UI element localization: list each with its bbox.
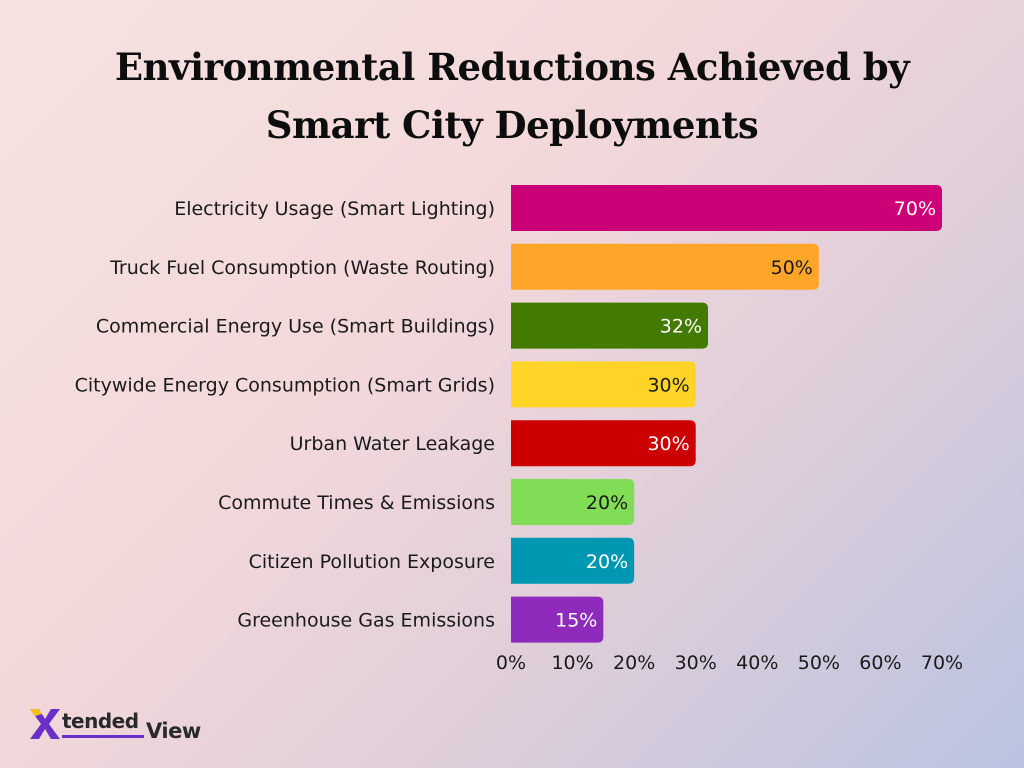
x-tick-label-1: 10% (551, 652, 593, 674)
value-label-7: 15% (555, 610, 597, 632)
category-label-2: Commercial Energy Use (Smart Buildings) (96, 316, 495, 338)
bar-0 (511, 185, 942, 231)
bar-1 (511, 243, 819, 290)
bar-5 (511, 479, 635, 525)
x-logo-icon (30, 709, 60, 739)
value-label-6: 20% (586, 551, 628, 573)
value-label-0: 70% (894, 198, 936, 220)
bar-3 (511, 361, 696, 408)
category-labels-group: Electricity Usage (Smart Lighting) Truck … (75, 198, 495, 632)
value-label-2: 32% (660, 316, 702, 338)
category-label-5: Commute Times & Emissions (218, 492, 495, 514)
x-tick-label-0: 0% (496, 652, 526, 674)
logo-text-view: View (146, 719, 201, 743)
chart-title-line-1: Environmental Reductions Achieved by (114, 45, 910, 89)
value-label-1: 50% (771, 257, 813, 279)
bars-group (511, 185, 942, 643)
x-tick-label-6: 60% (859, 652, 901, 674)
x-tick-label-3: 30% (675, 652, 717, 674)
category-label-0: Electricity Usage (Smart Lighting) (174, 198, 495, 220)
category-label-4: Urban Water Leakage (290, 433, 495, 455)
bar-4 (511, 420, 696, 467)
category-label-6: Citizen Pollution Exposure (249, 551, 495, 573)
value-label-5: 20% (586, 492, 628, 514)
category-label-1: Truck Fuel Consumption (Waste Routing) (109, 257, 495, 279)
category-label-3: Citywide Energy Consumption (Smart Grids… (75, 374, 495, 396)
category-label-7: Greenhouse Gas Emissions (237, 610, 495, 632)
x-tick-label-5: 50% (798, 652, 840, 674)
bar-7 (511, 596, 604, 643)
x-tick-label-2: 20% (613, 652, 655, 674)
bar-6 (511, 537, 635, 584)
x-axis-ticks-group: 0% 10% 20% 30% 40% 50% 60% 70% (496, 652, 963, 674)
chart-title-line-2: Smart City Deployments (265, 103, 759, 147)
logo-text-tended: tended (62, 709, 139, 733)
xtendedview-logo: tended View (26, 703, 216, 743)
value-labels-group: 70% 50% 32% 30% 30% 20% 20% 15% (555, 198, 936, 632)
chart-title: Environmental Reductions Achieved by Sma… (0, 38, 1024, 154)
value-label-4: 30% (647, 433, 689, 455)
bar-2 (511, 302, 709, 349)
value-label-3: 30% (647, 374, 689, 396)
x-tick-label-4: 40% (736, 652, 778, 674)
logo-underline (62, 735, 144, 738)
x-tick-label-7: 70% (921, 652, 963, 674)
